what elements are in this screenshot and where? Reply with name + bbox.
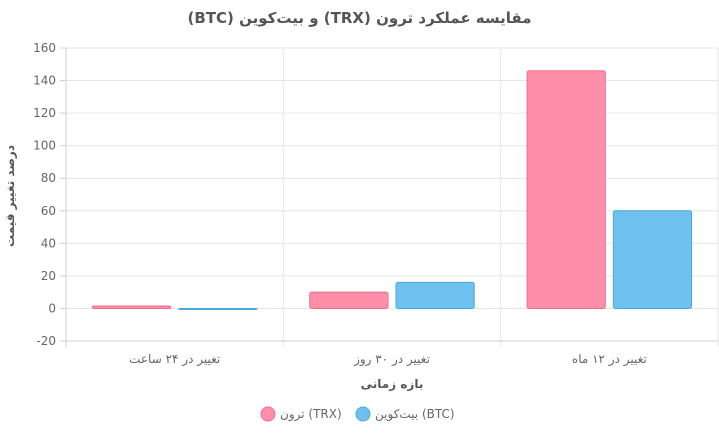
y-tick-label: 120 xyxy=(33,106,56,120)
legend-label: ترون (TRX) xyxy=(280,407,342,422)
grid xyxy=(65,47,719,347)
y-tick-label: -20 xyxy=(36,334,56,348)
y-axis: -20 0 20 40 60 80 100 120 140 160 xyxy=(33,41,66,348)
bar xyxy=(526,70,606,309)
bars xyxy=(91,70,693,310)
y-tick-label: 80 xyxy=(41,171,56,185)
legend-swatch xyxy=(355,406,371,422)
legend: ترون (TRX) بیت‌کوین (BTC) xyxy=(260,406,455,422)
y-tick-label: 60 xyxy=(41,204,56,218)
x-tick-label: تغییر در ۱۲ ماه xyxy=(572,352,647,367)
y-tick-label: 20 xyxy=(41,269,56,283)
x-tick-label: تغییر در ۲۴ ساعت xyxy=(129,352,220,367)
x-axis-title: بازه زمانی xyxy=(361,377,424,391)
x-axis: تغییر در ۲۴ ساعت تغییر در ۳۰ روز تغییر در … xyxy=(129,352,647,367)
y-tick-label: 140 xyxy=(33,74,56,88)
x-tick-label: تغییر در ۳۰ روز xyxy=(353,352,430,367)
y-tick-label: 160 xyxy=(33,41,56,55)
bar xyxy=(178,307,258,310)
bar xyxy=(612,210,693,309)
y-tick-label: 40 xyxy=(41,236,56,250)
legend-label: بیت‌کوین (BTC) xyxy=(375,407,455,422)
y-axis-title: درصد تغییر قیمت xyxy=(3,145,17,247)
chart-title: (BTC) و بیت‌کوین (TRX) مقایسه عملکرد ترو… xyxy=(188,9,532,27)
y-tick-label: 0 xyxy=(48,301,56,315)
bar xyxy=(395,281,475,309)
bar xyxy=(309,291,389,309)
bar xyxy=(91,305,172,309)
legend-swatch xyxy=(260,406,276,422)
y-tick-label: 100 xyxy=(33,139,56,153)
